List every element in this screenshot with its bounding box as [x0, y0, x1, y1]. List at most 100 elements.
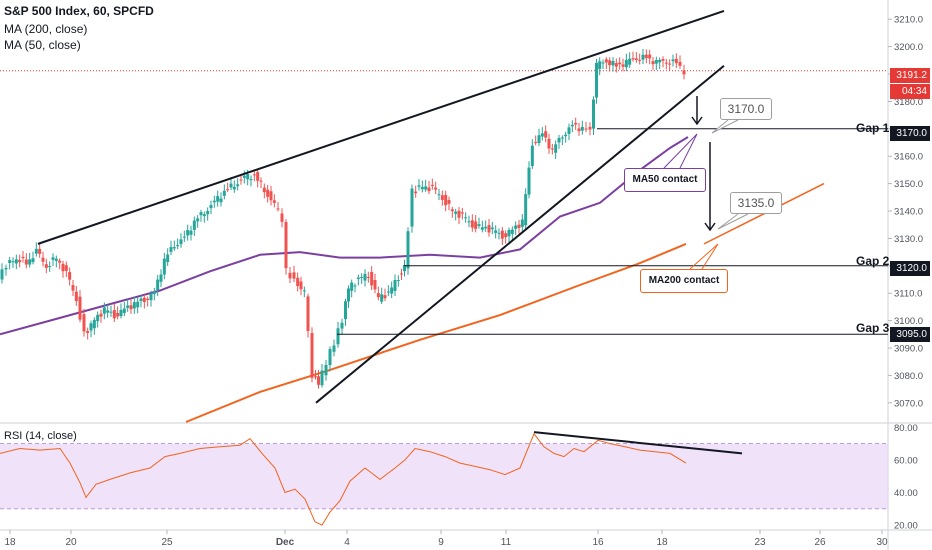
candle-body [102, 307, 106, 314]
price-tick-label: 3140.0 [894, 207, 923, 218]
candle-body [651, 61, 655, 65]
candle-body [631, 58, 635, 60]
candle-body [624, 59, 628, 68]
time-tick-label: 18 [656, 537, 668, 548]
candle-body [314, 376, 317, 378]
candle-body [598, 61, 602, 69]
candle-body [628, 58, 632, 65]
gap1-label: Gap 1 [856, 121, 890, 135]
candle-body [430, 184, 434, 187]
rsi-tick-label: 20.00 [894, 521, 918, 532]
candle-body [320, 370, 324, 386]
candle-body [159, 274, 163, 282]
ma50-line [0, 136, 689, 336]
candle-body [520, 219, 524, 227]
candle-body [24, 259, 28, 265]
candle-body [310, 333, 314, 378]
candle-body [212, 200, 216, 203]
candle-body [169, 247, 173, 252]
candle-body [460, 212, 464, 214]
target2-callout: 3135.0 [730, 192, 782, 214]
candle-body [396, 280, 400, 282]
candle-body [366, 276, 370, 278]
candle-body [28, 259, 32, 265]
candle-body [4, 267, 8, 270]
candle-body [288, 272, 292, 279]
candle-body [417, 185, 421, 187]
candle-body [317, 376, 320, 385]
ma200-legend[interactable]: MA (200, close) [4, 22, 88, 36]
candle-body [601, 62, 605, 64]
candle-body [570, 124, 574, 127]
candle-body [595, 62, 598, 98]
candle-body [8, 260, 12, 263]
candle-body [86, 331, 90, 334]
candle-body [189, 230, 193, 235]
candle-body [126, 305, 130, 308]
candle-body [454, 211, 458, 214]
candle-body [427, 187, 431, 192]
candle-body [219, 198, 223, 203]
candle-body [0, 269, 4, 280]
ma50-legend[interactable]: MA (50, close) [4, 38, 81, 52]
candle-body [654, 59, 658, 64]
candle-body [58, 260, 62, 263]
ma50-contact-pointer [663, 133, 698, 169]
candle-body [376, 293, 380, 298]
time-tick-label: 30 [876, 537, 888, 548]
candle-body [256, 172, 260, 181]
time-tick-label: 26 [814, 537, 826, 548]
candle-body [276, 208, 280, 210]
rsi-legend[interactable]: RSI (14, close) [4, 430, 77, 442]
candle-body [192, 220, 196, 230]
candle-body [152, 291, 156, 295]
price-tick-label: 3070.0 [894, 398, 923, 409]
candle-body [31, 258, 35, 263]
price-tick-label: 3090.0 [894, 344, 923, 355]
candle-body [34, 248, 38, 254]
candle-body [544, 131, 548, 138]
candle-body [222, 190, 226, 196]
rsi-tick-label: 80.00 [894, 423, 918, 434]
candle-body [51, 257, 55, 260]
candle-body [306, 296, 310, 332]
candle-body [383, 295, 387, 299]
price-tick-label: 3180.0 [894, 97, 923, 108]
candle-body [186, 230, 190, 236]
candle-body [41, 257, 45, 262]
candle-body [608, 60, 612, 66]
candle-body [236, 184, 240, 187]
candle-body [480, 227, 484, 230]
candle-body [403, 265, 406, 272]
candle-body [176, 244, 180, 247]
candle-body [179, 239, 183, 245]
candle-body [370, 271, 374, 286]
candle-body [96, 314, 100, 322]
price-tick-label: 3080.0 [894, 371, 923, 382]
ma50-contact-label: MA50 contact [624, 168, 706, 192]
rsi-divergence-trendline [533, 431, 743, 455]
candle-body [390, 287, 394, 294]
candle-body [554, 144, 558, 153]
candle-body [668, 63, 672, 65]
candle-body [386, 291, 390, 293]
gap2-price-tag: 3120.0 [890, 261, 930, 276]
candle-body [447, 199, 451, 204]
time-tick-label: 9 [438, 537, 444, 548]
price-tick-label: 3100.0 [894, 316, 923, 327]
candle-body [527, 167, 531, 195]
candle-body [540, 133, 544, 137]
candle-body [61, 263, 65, 272]
candle-body [246, 174, 250, 180]
candle-body [196, 218, 200, 222]
candle-body [360, 277, 364, 279]
candle-body [440, 195, 444, 200]
price-tick-label: 3150.0 [894, 179, 923, 190]
candle-body [661, 58, 665, 61]
candle-body [139, 298, 143, 301]
candle-body [517, 224, 521, 228]
candle-body [467, 221, 471, 223]
candle-body [54, 258, 58, 261]
candle-body [444, 194, 448, 206]
